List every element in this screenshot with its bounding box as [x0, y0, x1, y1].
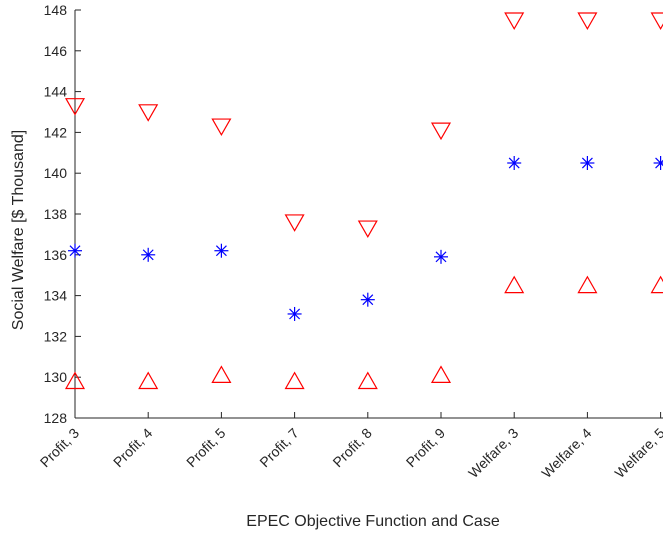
asterisk-marker — [507, 156, 522, 170]
triangle-down-marker — [504, 12, 525, 30]
triangle-down-marker — [650, 12, 663, 30]
x-tick-label: Profit, 3 — [37, 425, 83, 471]
y-tick-label: 142 — [44, 124, 68, 140]
triangle-up-marker — [430, 365, 452, 383]
data-markers — [64, 12, 663, 390]
triangle-down-marker — [211, 118, 232, 137]
triangle-down-marker — [138, 104, 159, 122]
x-tick-label: Welfare, 4 — [538, 425, 594, 481]
triangle-up-marker — [504, 275, 525, 294]
asterisk-marker — [141, 247, 156, 262]
triangle-up-marker — [357, 371, 378, 390]
triangle-down-marker — [357, 220, 378, 239]
y-tick-label: 138 — [44, 206, 68, 222]
triangle-up-marker — [284, 371, 305, 390]
triangle-down-marker — [64, 98, 86, 116]
y-axis-title: Social Welfare [$ Thousand] — [10, 130, 27, 330]
triangle-down-marker — [577, 12, 598, 30]
triangle-up-marker — [650, 275, 663, 294]
y-tick-label: 140 — [44, 165, 68, 181]
triangle-up-marker — [64, 371, 86, 390]
triangle-up-marker — [211, 365, 232, 383]
y-tick-label: 136 — [44, 247, 68, 263]
x-tick-label: Profit, 9 — [403, 425, 449, 471]
asterisk-marker — [434, 249, 448, 264]
asterisk-marker — [68, 243, 82, 258]
asterisk-marker — [360, 292, 375, 307]
x-tick-label: Welfare, 5 — [611, 425, 663, 481]
triangle-up-marker — [577, 275, 598, 294]
x-tick-label: Profit, 5 — [183, 425, 229, 471]
y-tick-labels: 128 130 132 134 136 138 140 142 144 146 148 — [44, 2, 68, 426]
x-tick-label: Profit, 7 — [256, 425, 302, 471]
y-tick-label: 130 — [44, 369, 68, 385]
asterisk-marker — [287, 306, 302, 321]
triangle-up-marker — [138, 371, 159, 390]
x-axis-title: EPEC Objective Function and Case — [246, 513, 500, 530]
y-tick-label: 132 — [44, 328, 68, 344]
triangle-down-marker — [430, 122, 452, 141]
y-tick-label: 144 — [44, 84, 68, 100]
y-tick-label: 134 — [44, 288, 68, 304]
x-tick-label: Welfare, 3 — [465, 425, 521, 481]
x-tick-labels: Profit, 3 Profit, 4 Profit, 5 Profit, 7 Prof… — [37, 425, 663, 481]
asterisk-marker — [214, 243, 229, 258]
y-tick-label: 148 — [44, 2, 68, 18]
axes — [74, 9, 663, 419]
asterisk-marker — [653, 156, 663, 170]
y-tick-label: 128 — [44, 410, 68, 426]
asterisk-marker — [580, 156, 595, 170]
y-tick-label: 146 — [44, 43, 68, 59]
x-tick-label: Profit, 4 — [110, 425, 156, 471]
triangle-down-marker — [284, 214, 305, 232]
x-tick-label: Profit, 8 — [329, 425, 375, 471]
